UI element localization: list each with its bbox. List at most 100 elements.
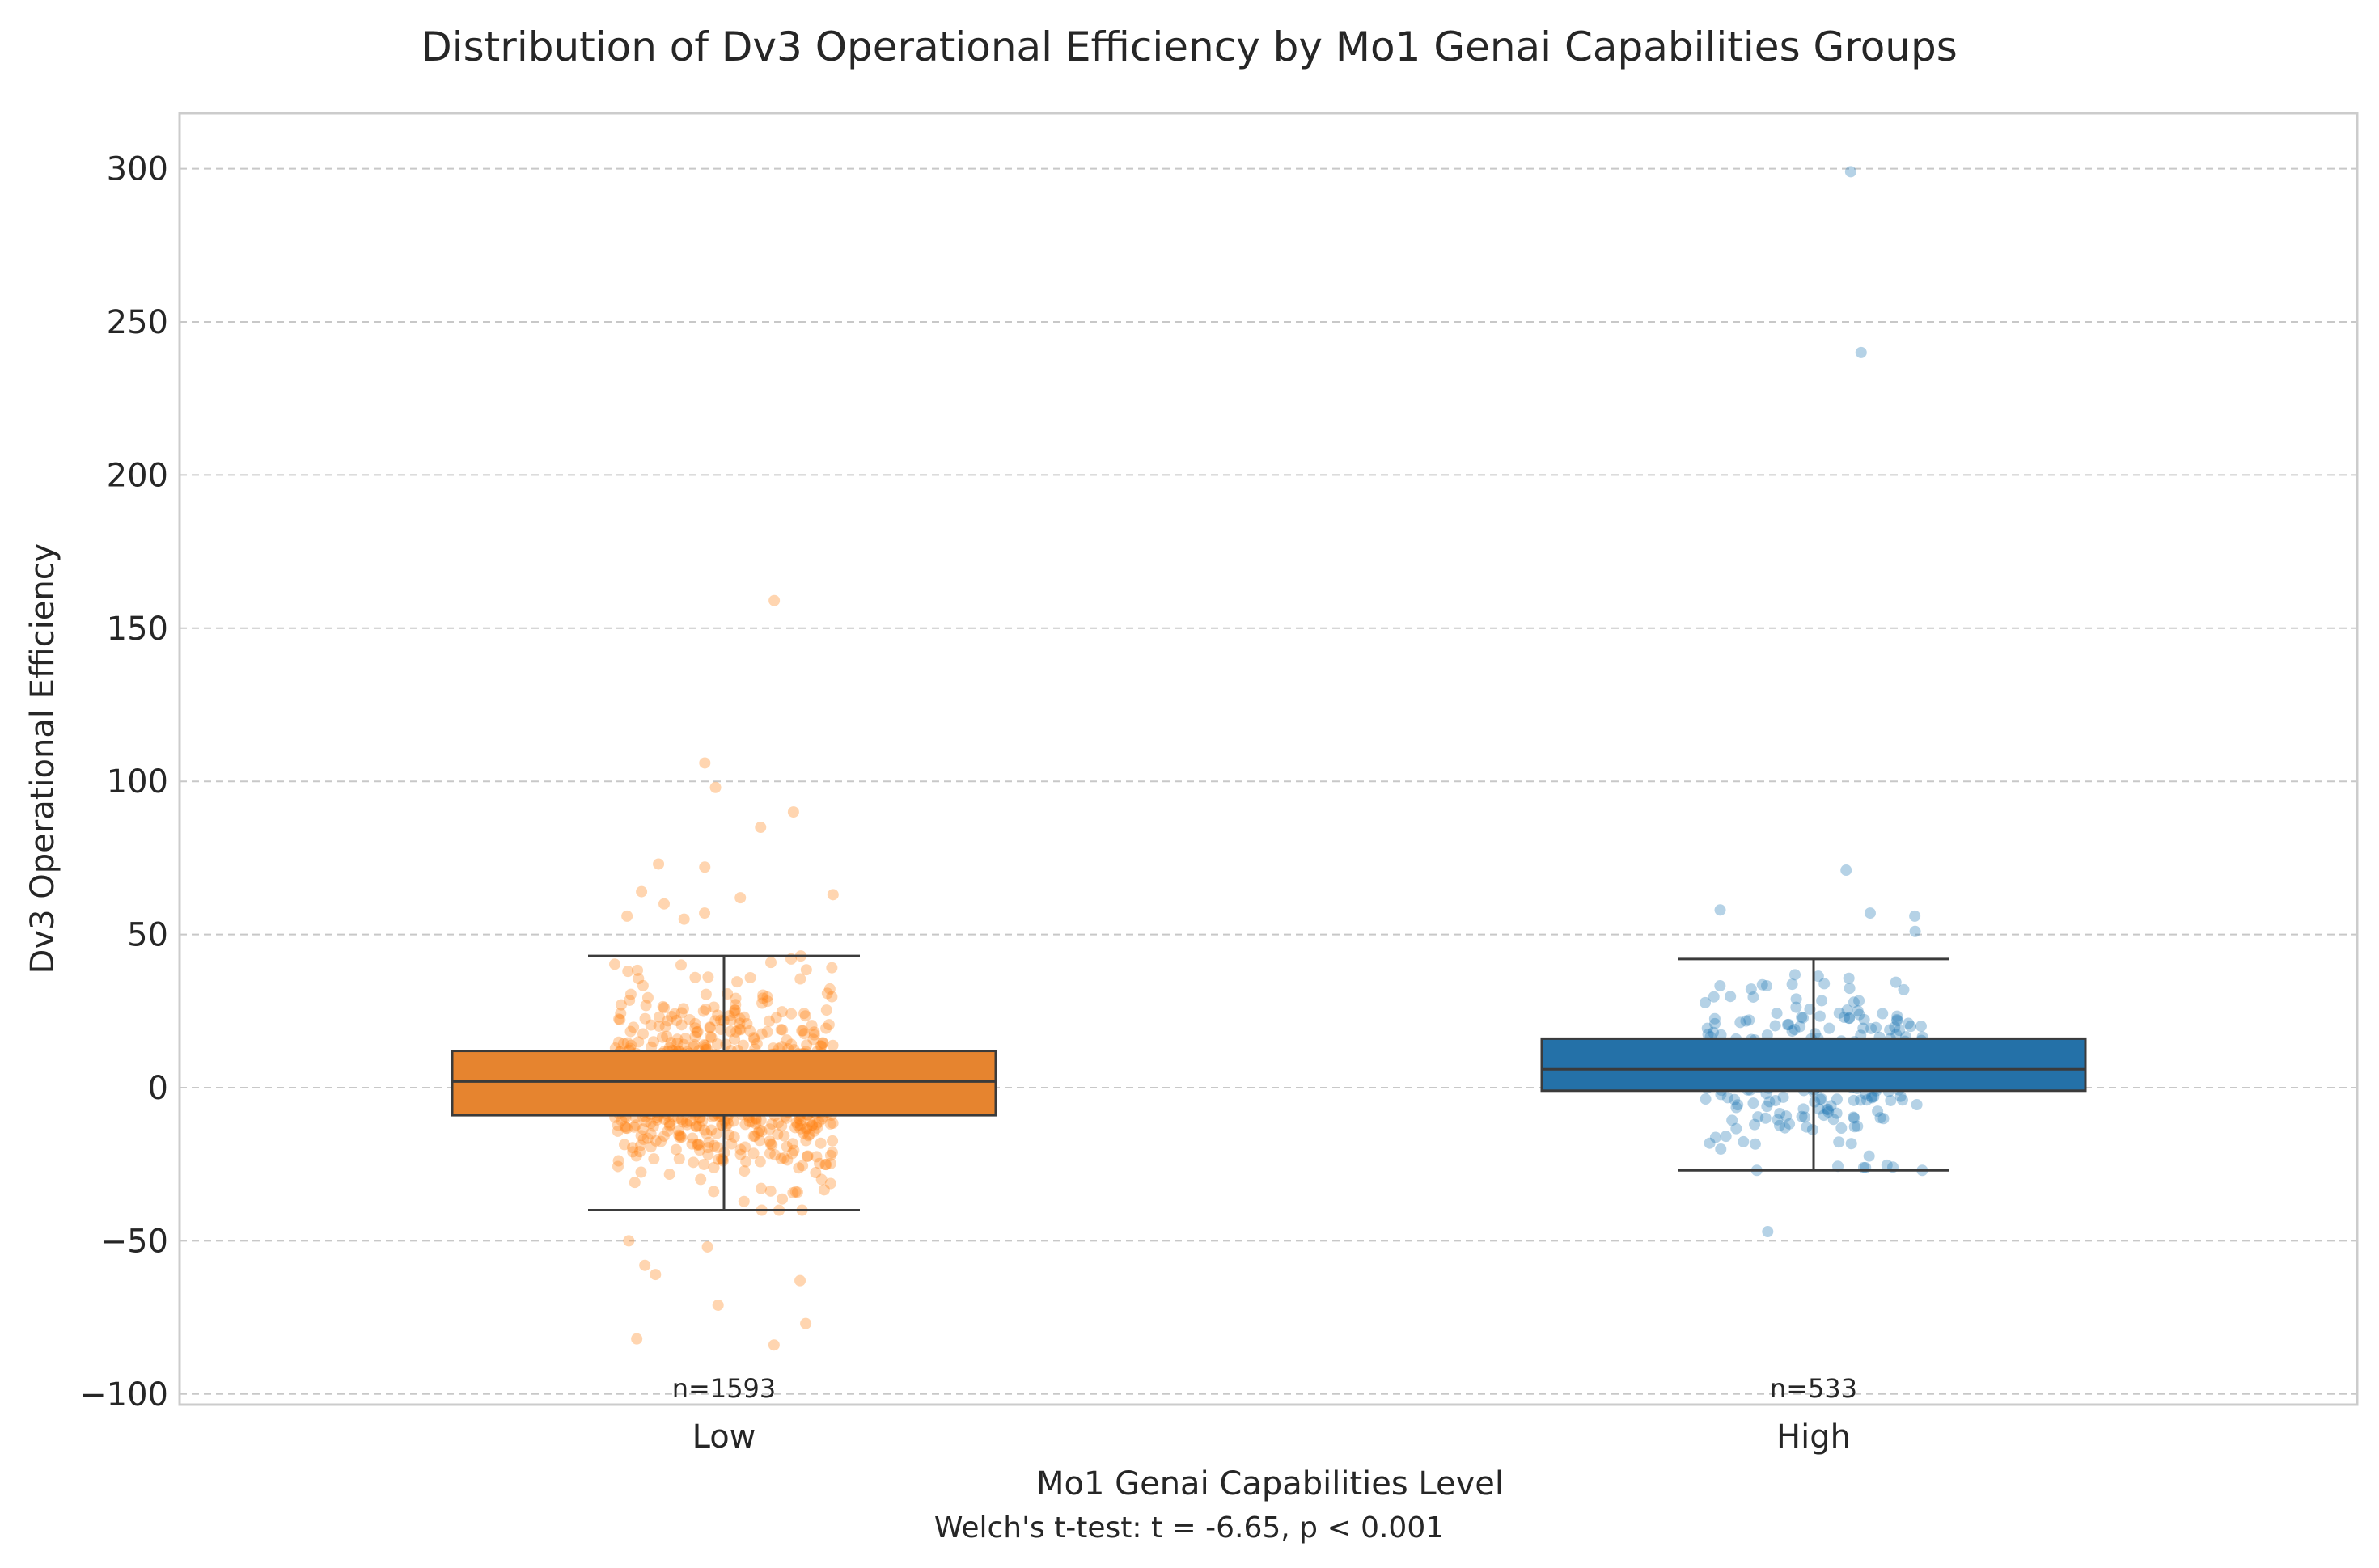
data-point (1818, 1109, 1830, 1122)
data-point (734, 1023, 746, 1035)
data-point (797, 1025, 809, 1037)
data-point (755, 1114, 767, 1126)
data-point (766, 1139, 778, 1151)
outlier-point (1840, 864, 1852, 877)
data-point (688, 1041, 700, 1053)
data-point (764, 1147, 776, 1160)
data-point (791, 1186, 803, 1198)
data-point (751, 1038, 763, 1050)
data-point (1827, 1114, 1839, 1126)
data-point (698, 1124, 710, 1136)
data-point (695, 1173, 707, 1186)
data-point (731, 976, 743, 988)
data-point (1708, 1012, 1721, 1025)
data-point (712, 1009, 724, 1021)
data-point (1747, 991, 1759, 1003)
data-point (824, 1118, 836, 1130)
data-point (673, 1153, 685, 1165)
data-point (729, 1004, 741, 1016)
data-point (627, 1146, 639, 1158)
data-point (689, 971, 701, 983)
data-point (665, 1037, 677, 1049)
data-point (619, 1121, 631, 1133)
data-point (1796, 1110, 1808, 1122)
data-point (1797, 1103, 1810, 1115)
data-point (1839, 1012, 1851, 1024)
outlier-point (734, 892, 747, 904)
data-point (655, 1135, 667, 1147)
data-point (1780, 1110, 1793, 1122)
data-point (684, 1115, 696, 1127)
data-point (815, 1040, 827, 1052)
data-point (800, 1135, 812, 1147)
data-point (689, 1017, 701, 1029)
data-point (1857, 1022, 1869, 1034)
data-point (671, 1014, 683, 1026)
data-point (630, 1119, 642, 1131)
data-point (711, 1038, 723, 1050)
data-point (1756, 978, 1768, 991)
data-point (764, 1135, 776, 1147)
data-point (681, 1118, 693, 1131)
data-point (633, 1036, 645, 1048)
outlier-point (699, 861, 711, 873)
plot-frame (178, 112, 2359, 1406)
data-point (613, 1013, 625, 1025)
data-point (686, 1138, 698, 1150)
data-point (1769, 1094, 1781, 1106)
data-point (625, 1039, 637, 1051)
data-point (794, 1119, 806, 1131)
data-point (612, 1036, 624, 1048)
data-point (710, 1127, 722, 1139)
data-point (729, 1033, 741, 1045)
data-point (775, 1024, 787, 1036)
outlier-point (699, 757, 711, 769)
data-point (689, 1030, 701, 1042)
data-point (778, 1130, 790, 1142)
data-point (1904, 1021, 1916, 1033)
data-point (657, 1000, 669, 1012)
data-point (612, 1119, 624, 1131)
data-point (1809, 1028, 1821, 1040)
data-point (1715, 1143, 1727, 1155)
data-point (775, 1152, 787, 1164)
data-point (645, 1141, 657, 1153)
data-point (641, 991, 654, 1004)
data-point (750, 1118, 762, 1130)
data-point (1891, 1014, 1903, 1026)
data-point (798, 1008, 811, 1020)
y-tick-label: 100 (107, 763, 168, 801)
data-point (1812, 970, 1824, 983)
data-point (798, 1127, 810, 1139)
data-point (770, 1012, 782, 1024)
data-point (637, 1123, 649, 1135)
outlier-point (787, 806, 799, 818)
data-point (747, 1147, 760, 1160)
data-point (820, 1022, 832, 1034)
data-point (1769, 1020, 1781, 1032)
data-point (739, 1141, 751, 1153)
data-point (799, 1010, 811, 1022)
data-point (757, 989, 769, 1001)
iqr-box (1540, 1037, 2087, 1093)
data-point (702, 971, 714, 983)
data-point (808, 1026, 820, 1038)
data-point (637, 979, 649, 991)
data-point (640, 1116, 652, 1128)
data-point (776, 1041, 788, 1053)
data-point (670, 1143, 682, 1156)
data-point (818, 1184, 830, 1196)
data-point (659, 1021, 671, 1033)
data-point (633, 973, 645, 985)
data-point (1863, 1150, 1875, 1162)
data-point (1841, 1004, 1853, 1016)
data-point (1702, 1029, 1714, 1041)
data-point (1896, 1094, 1908, 1106)
data-point (764, 1138, 777, 1150)
data-point (806, 1020, 818, 1032)
data-point (740, 1156, 752, 1168)
data-point (700, 1039, 712, 1051)
n-label: n=1593 (672, 1373, 777, 1404)
data-point (744, 1025, 756, 1037)
data-point (666, 1011, 678, 1023)
